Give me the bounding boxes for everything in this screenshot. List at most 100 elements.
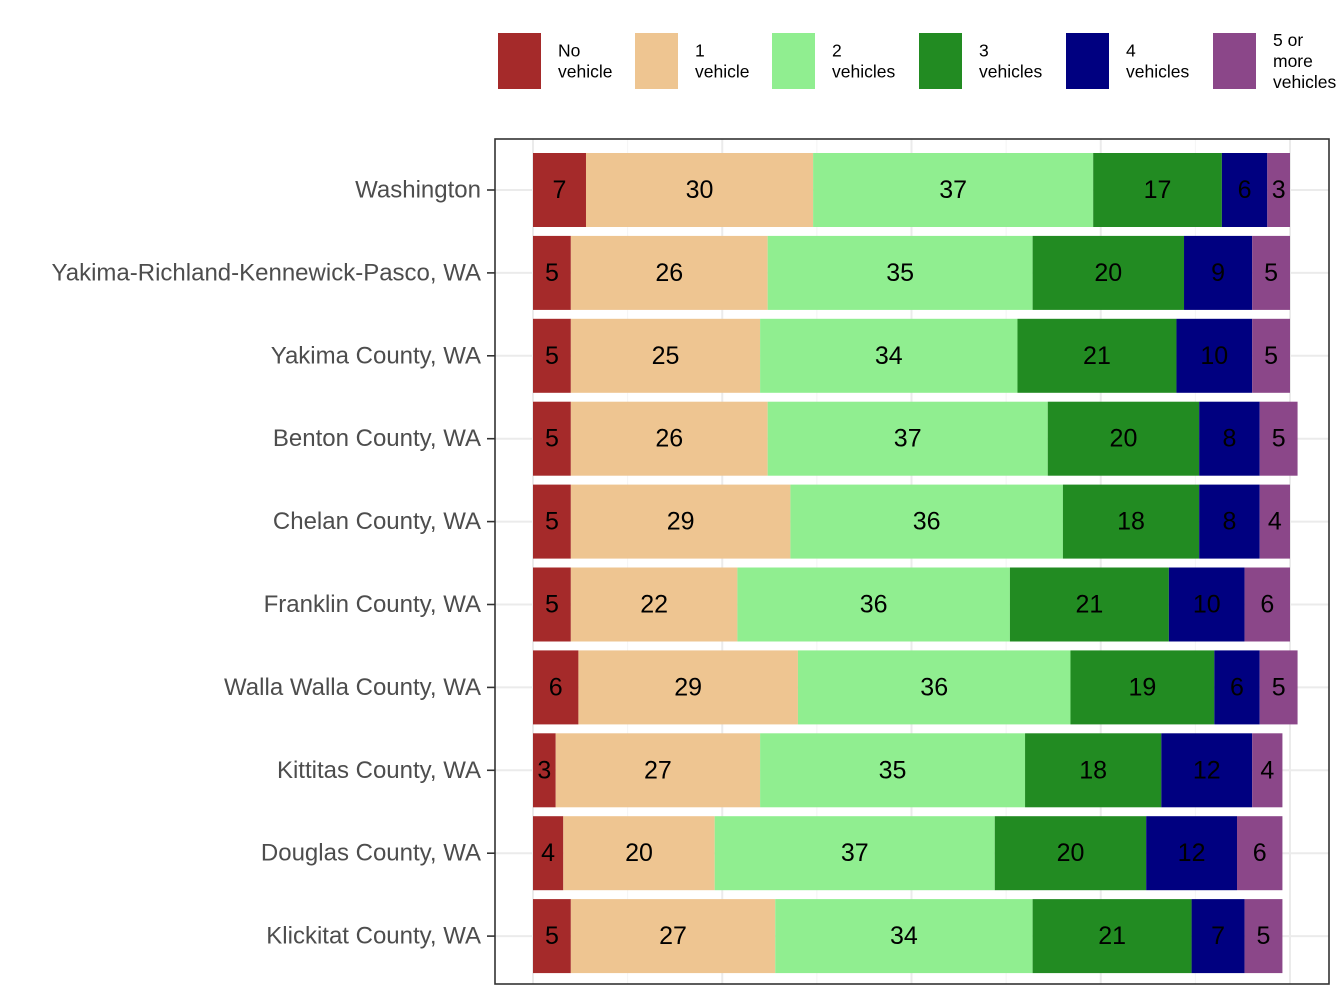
bar-segment [1199, 484, 1260, 559]
data-label: 37 [939, 176, 967, 204]
data-label: 21 [1083, 342, 1111, 370]
bar-segment [775, 899, 1033, 974]
bar-segment [533, 567, 571, 642]
y-tick-label: Franklin County, WA [264, 591, 481, 618]
y-axis: Washington Yakima-Richland-Kennewick-Pasc… [52, 177, 495, 950]
data-label: 9 [1211, 259, 1225, 287]
bar-segment [1199, 401, 1260, 476]
data-label: 17 [1144, 176, 1172, 204]
panel-border [494, 138, 1330, 985]
legend-item: 2 vehicles [772, 33, 895, 89]
data-label: 5 [1272, 673, 1286, 701]
bar-segment [1252, 235, 1290, 310]
legend-label: 4 vehicles [1126, 41, 1189, 82]
bar-segment [797, 650, 1071, 725]
data-label: 29 [667, 508, 695, 536]
bar-segment [533, 153, 586, 227]
bar-segment [1161, 733, 1253, 808]
legend-key [919, 33, 962, 89]
y-tick-label: Walla Walla County, WA [224, 674, 481, 701]
legend-key [498, 33, 541, 89]
bar-row: 5 25 34 21 10 5 [533, 318, 1290, 393]
legend-label: 3 vehicles [979, 41, 1042, 82]
bar-segment [760, 733, 1026, 808]
data-label: 4 [541, 839, 555, 867]
data-label: 5 [1264, 342, 1278, 370]
bar-segment [570, 235, 768, 310]
legend-key [635, 33, 678, 89]
data-label: 21 [1098, 922, 1126, 950]
bars: 7 30 37 17 6 35 26 35 20 9 55 25 34 21 10 55 26 37 20 8 55 29… [533, 153, 1298, 974]
bar-segment [1259, 401, 1298, 476]
bar-row: 4 20 37 20 12 6 [533, 816, 1283, 891]
bar-row: 5 22 36 21 10 6 [533, 567, 1290, 642]
bar-segment [1214, 650, 1260, 725]
data-label: 34 [890, 922, 918, 950]
bar-segment [578, 650, 798, 725]
y-tick-label: Yakima County, WA [271, 342, 481, 369]
y-tick-label: Douglas County, WA [261, 840, 481, 867]
data-label: 5 [545, 591, 559, 619]
data-label: 35 [886, 259, 914, 287]
data-label: 7 [1211, 922, 1225, 950]
bar-segment [767, 401, 1048, 476]
data-label: 35 [879, 756, 907, 784]
legend-label: No vehicle [558, 41, 612, 82]
data-label: 12 [1178, 839, 1206, 867]
legend-label: 1 vehicle [695, 41, 749, 82]
bar-segment [1025, 733, 1162, 808]
bar-segment [737, 567, 1010, 642]
data-label: 37 [841, 839, 869, 867]
legend-key [1213, 33, 1256, 89]
data-label: 22 [640, 591, 668, 619]
data-label: 20 [1057, 839, 1085, 867]
bar-segment [1017, 318, 1177, 393]
data-label: 4 [1260, 756, 1274, 784]
bar-segment [533, 816, 564, 891]
bar-segment [533, 235, 571, 310]
data-label: 20 [1110, 425, 1138, 453]
bar-segment [533, 484, 571, 559]
bar-segment [533, 733, 556, 808]
bar-row: 5 26 35 20 9 5 [533, 235, 1290, 310]
bar-segment [1168, 567, 1245, 642]
bar-segment [714, 816, 995, 891]
bar-segment [1009, 567, 1169, 642]
data-label: 26 [655, 425, 683, 453]
bar-segment [1176, 318, 1253, 393]
bar-segment [813, 153, 1094, 227]
data-label: 6 [1230, 673, 1244, 701]
y-tick-label: Yakima-Richland-Kennewick-Pasco, WA [52, 259, 481, 286]
bar-segment [533, 899, 571, 974]
data-label: 12 [1193, 756, 1221, 784]
data-label: 10 [1200, 342, 1228, 370]
bar-segment [1237, 816, 1283, 891]
legend-key [1066, 33, 1109, 89]
y-tick-label: Chelan County, WA [273, 508, 481, 535]
data-label: 26 [655, 259, 683, 287]
bar-segment [555, 733, 761, 808]
y-tick-label: Benton County, WA [273, 425, 481, 452]
data-label: 30 [686, 176, 714, 204]
data-label: 27 [659, 922, 687, 950]
legend-item: No vehicle [498, 33, 612, 89]
bar-segment [1070, 650, 1215, 725]
data-label: 21 [1075, 591, 1103, 619]
data-label: 36 [913, 508, 941, 536]
legend-label: 5 or more vehicles [1273, 30, 1336, 92]
data-label: 20 [625, 839, 653, 867]
bar-segment [1184, 235, 1253, 310]
y-tick-label: Washington [355, 177, 481, 204]
bar-segment [570, 484, 791, 559]
data-label: 5 [545, 259, 559, 287]
data-label: 3 [1272, 176, 1286, 204]
bar-segment [1267, 153, 1290, 227]
bar-row: 3 27 35 18 12 4 [533, 733, 1283, 808]
data-label: 6 [1260, 591, 1274, 619]
legend: No vehicle 1 vehicle 2 vehicles 3 vehicles 4 vehi… [498, 30, 1336, 92]
data-label: 19 [1128, 673, 1156, 701]
bar-segment [563, 816, 715, 891]
bar-segment [767, 235, 1033, 310]
bar-segment [1221, 153, 1268, 227]
legend-item: 5 or more vehicles [1213, 30, 1336, 92]
